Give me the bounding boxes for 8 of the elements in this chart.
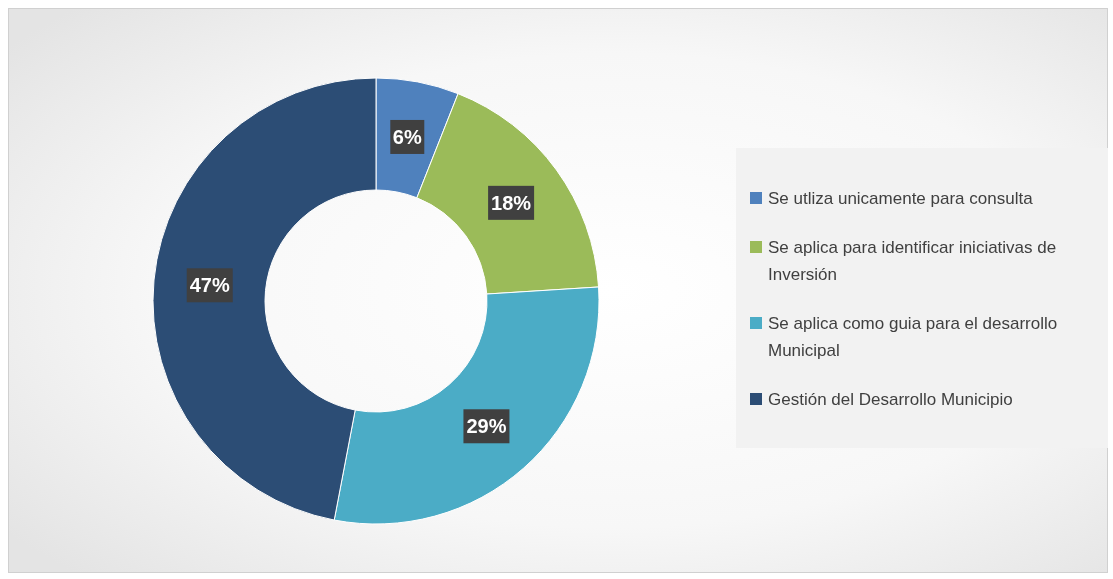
legend-label: Gestión del Desarrollo Municipio [768, 389, 1013, 409]
data-label: 29% [466, 415, 507, 438]
legend-label: Se aplica para identificar iniciativas de Inversión [768, 237, 1057, 284]
legend-label: Se utliza unicamente para consulta [768, 188, 1034, 208]
data-label: 18% [491, 191, 532, 214]
data-label: 47% [189, 274, 230, 297]
data-label: 6% [392, 125, 422, 148]
legend-label: Se aplica como guia para el desarrollo Municipal [768, 313, 1058, 360]
